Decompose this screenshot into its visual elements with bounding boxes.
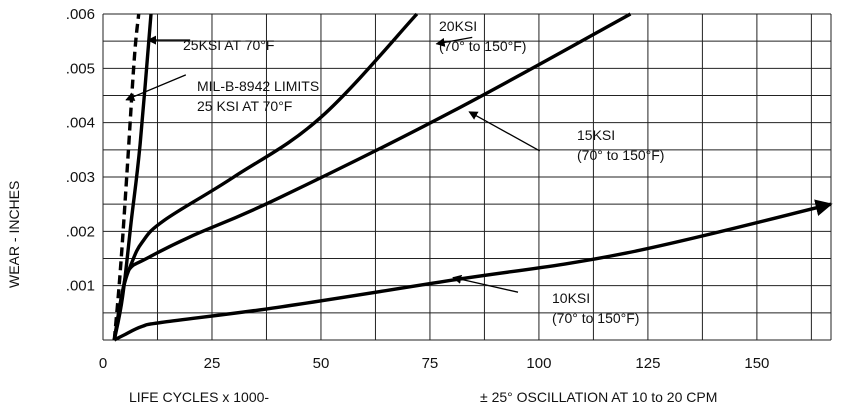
series-line: [112, 13, 141, 341]
plot-grid: [102, 13, 832, 341]
annotation-layer: 25KSI AT 70°F MIL-B-8942 LIMITS 25 KSI AT …: [125, 18, 664, 326]
annotation-label: MIL-B-8942 LIMITS: [197, 78, 319, 94]
annotation-label: 20KSI: [439, 18, 477, 34]
x-tick-label: 25: [204, 355, 221, 372]
x-tick-label: 150: [744, 355, 769, 372]
annotation-label: 25 KSI AT 70°F: [197, 98, 292, 114]
y-tick-label: .002: [66, 223, 95, 240]
x-tick-label: 125: [635, 355, 660, 372]
annotation-label: (70° to 150°F): [577, 147, 664, 163]
x-tick-label: 100: [526, 355, 551, 372]
y-tick-label: .005: [66, 60, 95, 77]
x-tick-label: 75: [422, 355, 439, 372]
series-layer: [112, 12, 833, 342]
y-axis-title: WEAR - INCHES: [6, 181, 22, 288]
x-axis-note: ± 25° OSCILLATION AT 10 to 20 CPM: [480, 389, 717, 405]
annotation-label: 15KSI: [577, 127, 615, 143]
y-tick-label: .001: [66, 278, 95, 295]
annotation-arrow: [452, 274, 519, 293]
x-tick-label: 0: [99, 355, 107, 372]
annotation-arrow: [435, 36, 473, 47]
y-tick-label: .006: [66, 6, 95, 23]
y-tick-label: .004: [66, 115, 95, 132]
annotation-arrow: [468, 111, 541, 152]
series-line: [113, 199, 833, 342]
x-tick-label: 50: [313, 355, 330, 372]
annotation-label: (70° to 150°F): [552, 310, 639, 326]
annotation-arrow: [125, 74, 187, 101]
y-tick-label: .003: [66, 169, 95, 186]
annotation-label: 10KSI: [552, 290, 590, 306]
x-axis-title: LIFE CYCLES x 1000-: [129, 389, 269, 405]
annotation-label: 25KSI AT 70°F: [183, 37, 274, 53]
tick-labels: 0 25 50 75 100 125 150 .001 .002 .003 .004 .005 .006: [66, 6, 770, 372]
series-line: [112, 12, 632, 341]
annotation-label: (70° to 150°F): [439, 38, 526, 54]
